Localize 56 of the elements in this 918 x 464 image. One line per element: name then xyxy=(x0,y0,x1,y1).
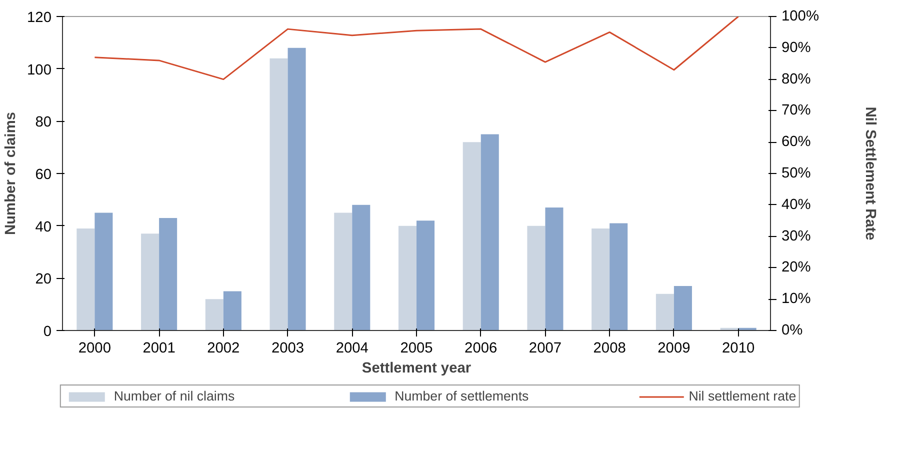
x-tick-label: 2009 xyxy=(658,340,690,356)
legend-label: Nil settlement rate xyxy=(688,388,796,404)
y-tick-label: 40 xyxy=(35,219,52,236)
x-tick-label: 2006 xyxy=(464,340,498,356)
x-tick-label: 2003 xyxy=(271,340,304,356)
line-series xyxy=(94,16,740,80)
x-tick-label: 2000 xyxy=(78,340,111,356)
y2-tick-label: 20% xyxy=(782,260,811,276)
y2-tick-label: 100% xyxy=(782,8,819,24)
y-tick-label: 120 xyxy=(27,10,52,26)
bar xyxy=(159,218,178,330)
y-axis-title: Number of claims xyxy=(3,112,20,235)
bar xyxy=(223,291,242,330)
bar xyxy=(545,208,564,330)
x-tick-label: 2002 xyxy=(207,340,240,356)
y-tick-label: 100 xyxy=(27,62,52,78)
y2-tick-label: 40% xyxy=(782,196,811,213)
bar xyxy=(462,142,481,330)
bar xyxy=(674,286,692,330)
y2-tick-label: 60% xyxy=(782,134,811,150)
y-tick-label: 60 xyxy=(35,167,52,183)
bar xyxy=(334,212,352,330)
x-tick-label: 2001 xyxy=(142,340,176,356)
y2-tick-label: 50% xyxy=(782,166,811,182)
x-tick-label: 2005 xyxy=(400,340,433,356)
y2-axis-title: Nil Settlement Rate xyxy=(862,106,878,240)
bar xyxy=(76,228,95,330)
y-tick-label: 20 xyxy=(35,272,52,288)
y2-tick-label: 90% xyxy=(782,40,811,56)
bar xyxy=(527,226,546,330)
y2-tick-label: 70% xyxy=(782,102,811,119)
bar xyxy=(270,58,288,330)
bar xyxy=(205,299,224,330)
y2-tick-label: 0% xyxy=(782,322,803,338)
y2-tick-label: 10% xyxy=(782,291,811,308)
bar xyxy=(141,234,160,330)
x-tick-label: 2007 xyxy=(528,340,562,356)
bar xyxy=(288,48,306,330)
bar xyxy=(592,228,610,330)
y2-tick-label: 80% xyxy=(782,71,811,88)
x-tick-label: 2004 xyxy=(336,340,368,356)
bar xyxy=(398,226,416,330)
x-tick-label: 2008 xyxy=(593,340,626,356)
y-tick-label: 0 xyxy=(43,324,52,340)
bar xyxy=(480,134,499,330)
bar xyxy=(352,204,370,330)
legend-label: Number of settlements xyxy=(394,388,529,404)
legend-label: Number of nil claims xyxy=(114,388,235,404)
bar xyxy=(416,220,435,330)
x-axis-title: Settlement year xyxy=(362,360,472,376)
x-tick-label: 2010 xyxy=(722,340,755,356)
y-tick-label: 80 xyxy=(35,114,52,131)
y2-tick-label: 30% xyxy=(782,228,811,244)
bar xyxy=(656,294,674,330)
bar xyxy=(610,223,628,330)
bar xyxy=(94,212,113,330)
